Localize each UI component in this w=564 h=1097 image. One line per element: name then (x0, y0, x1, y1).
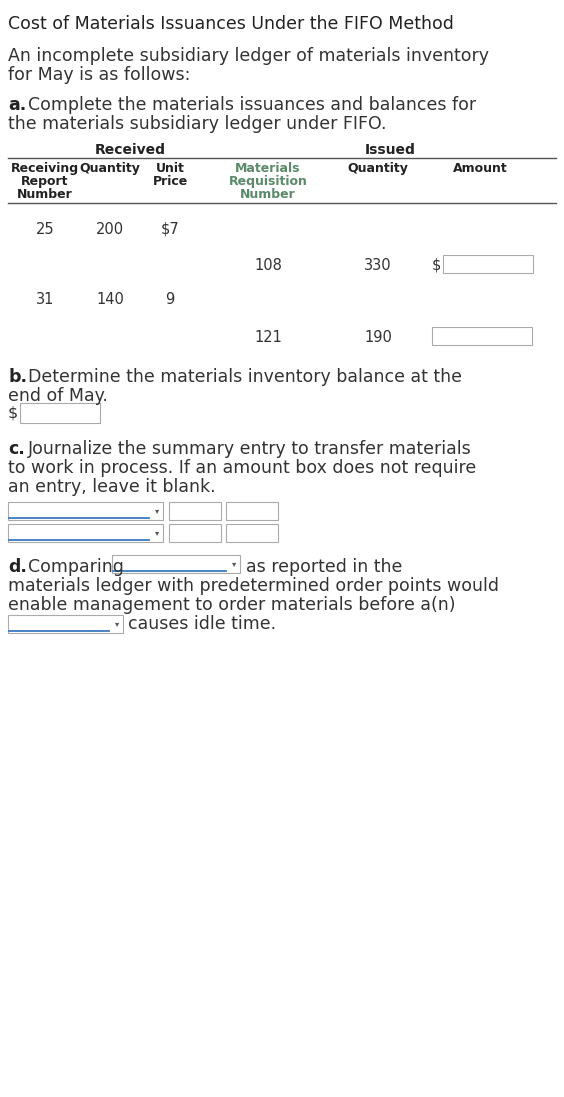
Text: An incomplete subsidiary ledger of materials inventory: An incomplete subsidiary ledger of mater… (8, 47, 489, 65)
Text: Price: Price (152, 176, 188, 188)
Bar (169, 502, 221, 520)
Bar (432, 327, 532, 344)
Text: Unit: Unit (156, 162, 184, 176)
Text: Received: Received (95, 143, 165, 157)
Bar (226, 502, 278, 520)
Text: an entry, leave it blank.: an entry, leave it blank. (8, 478, 215, 496)
Text: Issued: Issued (364, 143, 416, 157)
Text: d.: d. (8, 558, 27, 576)
Text: 200: 200 (96, 222, 124, 237)
Bar (169, 524, 221, 542)
Text: 25: 25 (36, 222, 54, 237)
Text: Report: Report (21, 176, 69, 188)
Text: 140: 140 (96, 292, 124, 307)
Bar (226, 524, 278, 542)
Text: ▾: ▾ (115, 620, 119, 629)
Text: 330: 330 (364, 258, 392, 273)
Bar (20, 403, 100, 423)
Text: Complete the materials issuances and balances for: Complete the materials issuances and bal… (28, 97, 476, 114)
Text: as reported in the: as reported in the (246, 558, 402, 576)
Text: ▾: ▾ (232, 559, 236, 568)
Text: $: $ (8, 406, 18, 421)
Text: Number: Number (240, 188, 296, 201)
Text: 108: 108 (254, 258, 282, 273)
Text: Receiving: Receiving (11, 162, 79, 176)
Bar (8, 502, 163, 520)
Text: enable management to order materials before a(n): enable management to order materials bef… (8, 596, 456, 614)
Text: materials ledger with predetermined order points would: materials ledger with predetermined orde… (8, 577, 499, 595)
Text: the materials subsidiary ledger under FIFO.: the materials subsidiary ledger under FI… (8, 115, 386, 133)
Bar (112, 555, 240, 573)
Text: Quantity: Quantity (80, 162, 140, 176)
Text: $: $ (432, 258, 442, 273)
Text: 31: 31 (36, 292, 54, 307)
Bar (8, 615, 123, 633)
Text: Requisition: Requisition (228, 176, 307, 188)
Text: Amount: Amount (453, 162, 508, 176)
Text: Comparing: Comparing (28, 558, 124, 576)
Text: Journalize the summary entry to transfer materials: Journalize the summary entry to transfer… (28, 440, 472, 459)
Text: 121: 121 (254, 330, 282, 344)
Text: Materials: Materials (235, 162, 301, 176)
Bar (443, 255, 533, 273)
Text: to work in process. If an amount box does not require: to work in process. If an amount box doe… (8, 459, 476, 477)
Text: b.: b. (8, 367, 27, 386)
Text: causes idle time.: causes idle time. (128, 615, 276, 633)
Text: for May is as follows:: for May is as follows: (8, 66, 191, 84)
Text: $7: $7 (161, 222, 179, 237)
Text: Quantity: Quantity (347, 162, 408, 176)
Text: 9: 9 (165, 292, 175, 307)
Bar (8, 524, 163, 542)
Text: ▾: ▾ (155, 529, 159, 538)
Text: end of May.: end of May. (8, 387, 108, 405)
Text: Cost of Materials Issuances Under the FIFO Method: Cost of Materials Issuances Under the FI… (8, 15, 454, 33)
Text: c.: c. (8, 440, 25, 459)
Text: Determine the materials inventory balance at the: Determine the materials inventory balanc… (28, 367, 462, 386)
Text: Number: Number (17, 188, 73, 201)
Text: a.: a. (8, 97, 27, 114)
Text: ▾: ▾ (155, 507, 159, 516)
Text: 190: 190 (364, 330, 392, 344)
